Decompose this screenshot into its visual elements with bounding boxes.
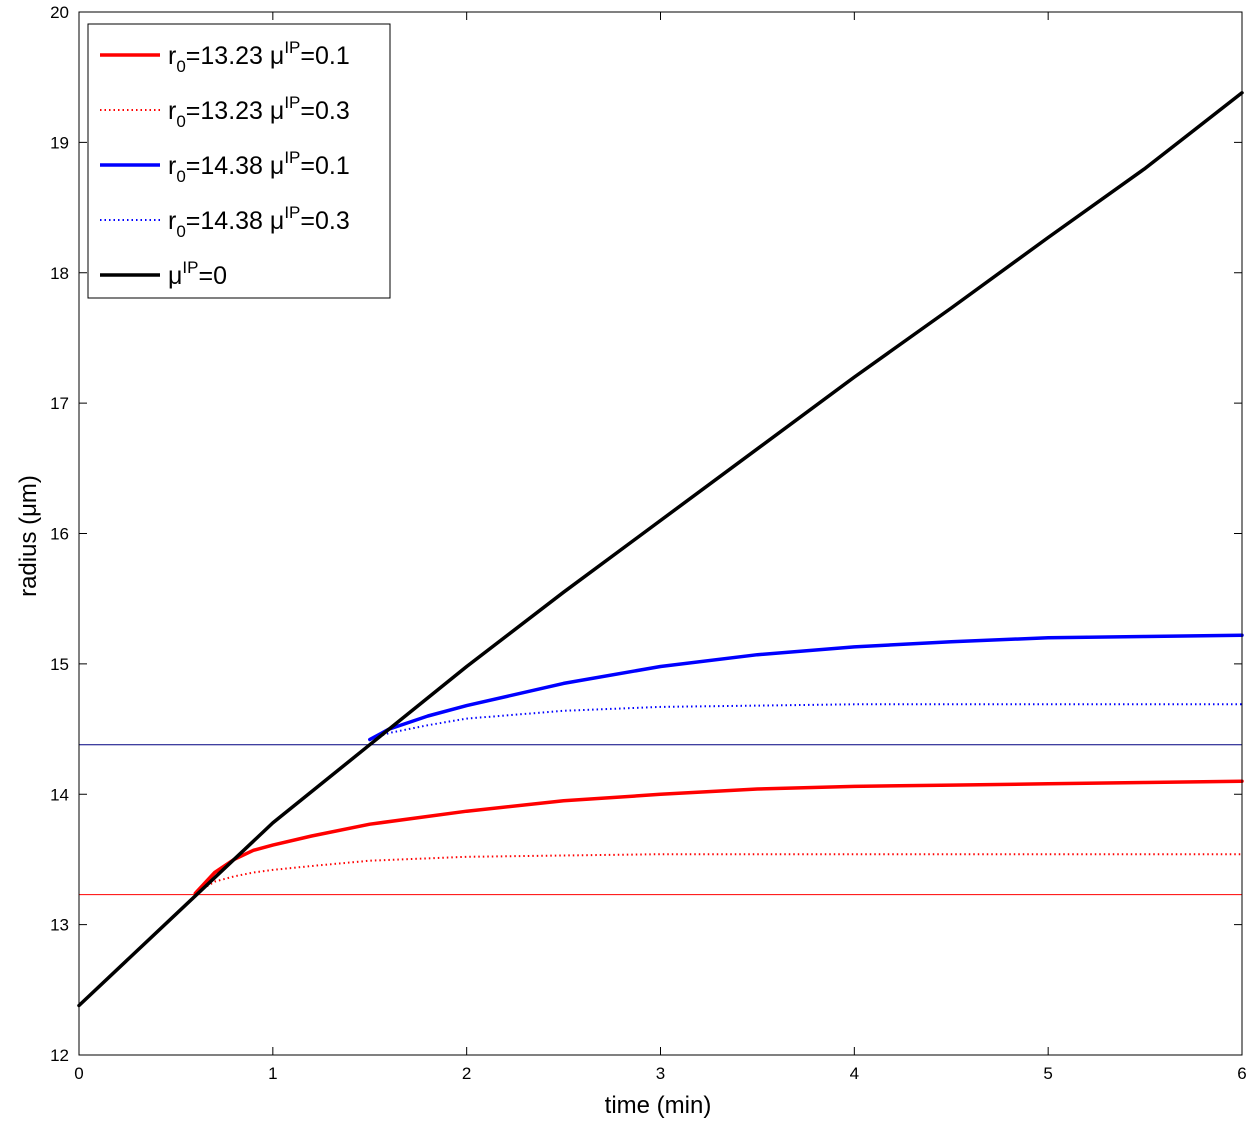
x-tick-label: 5 xyxy=(1043,1064,1052,1083)
series-black-solid xyxy=(77,91,1244,1008)
y-tick-label: 12 xyxy=(50,1046,69,1065)
legend-box xyxy=(87,23,391,299)
y-tick-label: 13 xyxy=(50,916,69,935)
legend-label-blue-dotted: r0=14.38 μIP=0.3 xyxy=(168,203,350,241)
x-tick-label: 0 xyxy=(74,1064,83,1083)
legend-label-red-dotted: r0=13.23 μIP=0.3 xyxy=(168,93,350,131)
y-tick-label: 18 xyxy=(50,264,69,283)
x-tick-label: 2 xyxy=(462,1064,471,1083)
x-tick-label: 4 xyxy=(850,1064,859,1083)
y-axis-title: radius (μm) xyxy=(15,475,42,597)
y-axis-title-mu: μ xyxy=(15,503,42,517)
y-axis-title-text: radius ( xyxy=(15,517,42,597)
legend: r0=13.23 μIP=0.1 r0=13.23 μIP=0.3 r0=14.38… xyxy=(87,23,391,299)
legend-label-red-solid: r0=13.23 μIP=0.1 xyxy=(168,38,350,76)
x-tick-label: 1 xyxy=(268,1064,277,1083)
reference-lines xyxy=(79,744,1242,896)
series-lines xyxy=(77,91,1244,1008)
y-tick-label: 15 xyxy=(50,655,69,674)
y-axis-title-unit: m) xyxy=(15,475,42,503)
legend-label-blue-solid: r0=14.38 μIP=0.1 xyxy=(168,148,350,186)
series-red-solid xyxy=(193,779,1244,896)
x-tick-label: 3 xyxy=(656,1064,665,1083)
y-tick-label: 19 xyxy=(50,133,69,152)
legend-label-black-solid: μIP=0 xyxy=(168,258,227,290)
y-tick-label: 20 xyxy=(50,3,69,22)
y-tick-label: 16 xyxy=(50,525,69,544)
y-tick-label: 17 xyxy=(50,394,69,413)
x-axis-title: time (min) xyxy=(605,1092,712,1119)
x-tick-label: 6 xyxy=(1237,1064,1246,1083)
series-blue-solid xyxy=(368,633,1244,742)
y-tick-label: 14 xyxy=(50,785,69,804)
